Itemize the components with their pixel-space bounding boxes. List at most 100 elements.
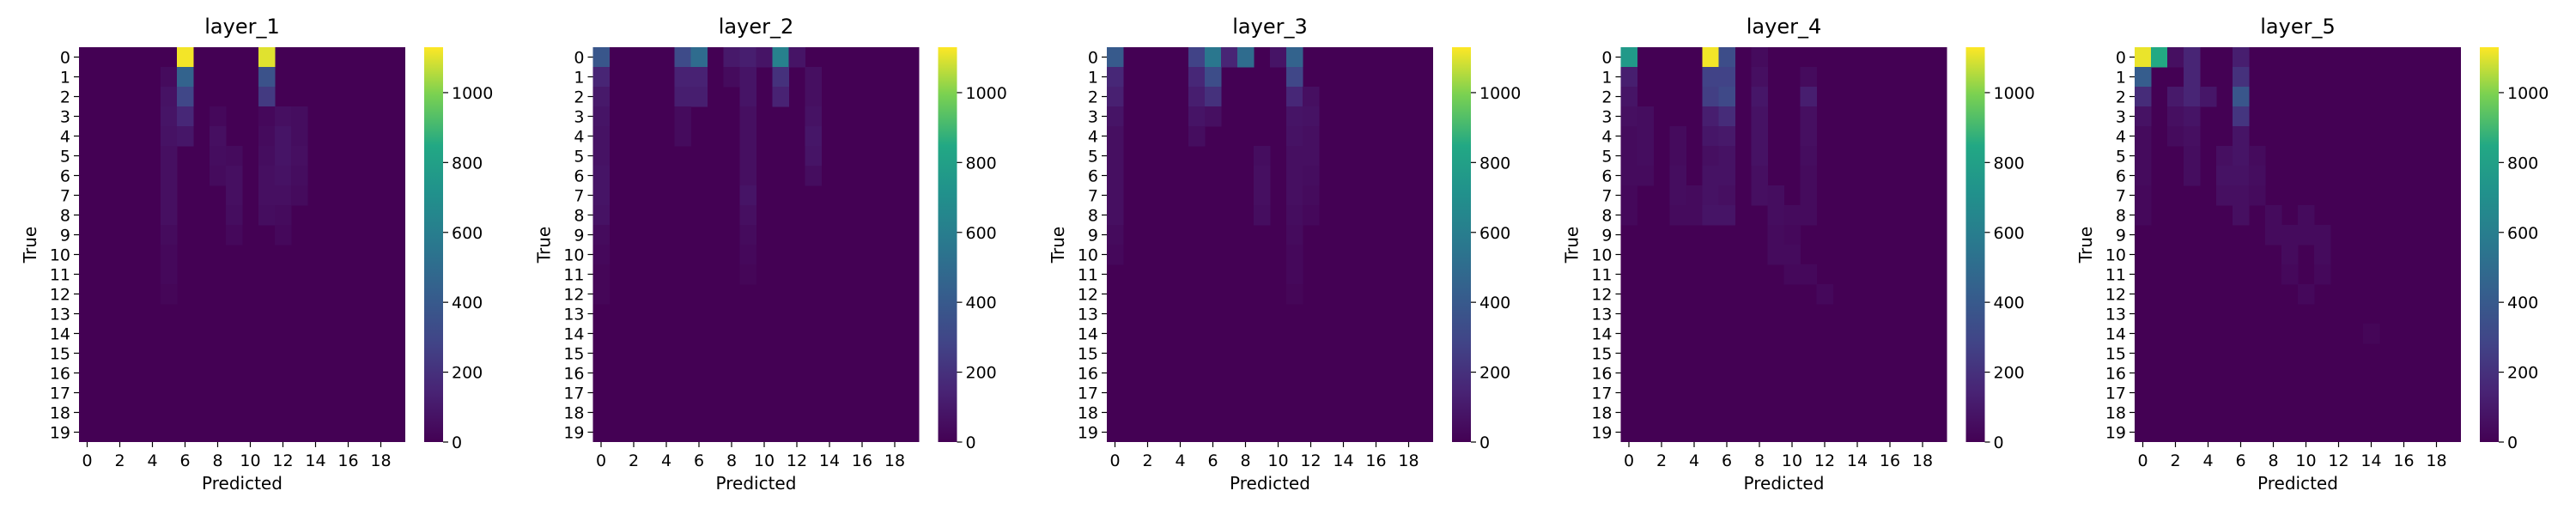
heatmap-cell <box>177 106 194 127</box>
y-tick-label: 3 <box>60 108 70 127</box>
heatmap-cell <box>2281 245 2299 265</box>
y-tick-label: 16 <box>1078 365 1098 384</box>
y-tick-label: 14 <box>2105 325 2126 344</box>
heatmap-cell <box>2249 166 2266 186</box>
x-tick-label: 16 <box>1365 451 1386 470</box>
y-tick-label: 13 <box>563 306 584 324</box>
heatmap-cell <box>1107 47 1124 68</box>
colorbar-tick-label: 200 <box>1994 364 2025 383</box>
heatmap-cell <box>674 67 691 88</box>
colorbar <box>1452 47 1471 442</box>
x-tick-label: 0 <box>1109 451 1120 470</box>
y-tick-label: 11 <box>1591 266 1612 285</box>
heatmap-cell <box>690 47 708 68</box>
heatmap-cell <box>1800 67 1817 88</box>
y-tick-label: 5 <box>1088 148 1098 167</box>
heatmap-cell <box>1303 87 1320 107</box>
heatmap-cell <box>2233 205 2250 226</box>
y-tick-label: 4 <box>60 128 70 147</box>
heatmap-cell <box>275 205 292 226</box>
colorbar-tick-label: 600 <box>2507 224 2538 243</box>
heatmap-cell <box>674 106 691 127</box>
x-tick-label: 0 <box>1624 451 1634 470</box>
heatmap-cell <box>2249 146 2266 167</box>
colorbar-tick-label: 600 <box>1479 224 1510 243</box>
heatmap-cell <box>739 225 756 245</box>
heatmap-cell <box>275 166 292 186</box>
heatmap-cell <box>805 106 822 127</box>
heatmap-cell <box>1620 67 1637 88</box>
heatmap-cell <box>258 67 276 88</box>
heatmap-cell <box>1783 205 1801 226</box>
heatmap-cell <box>2135 185 2152 206</box>
y-tick-label: 11 <box>1078 266 1098 285</box>
x-tick-label: 4 <box>2202 451 2213 470</box>
heatmap-cell <box>2167 106 2184 127</box>
y-tick-label: 13 <box>1591 306 1612 324</box>
y-tick-label: 4 <box>2116 128 2126 147</box>
x-tick-label: 16 <box>852 451 872 470</box>
y-tick-label: 17 <box>50 385 70 403</box>
x-axis-label: Predicted <box>1744 473 1825 494</box>
colorbar-tick-label: 800 <box>1479 154 1510 173</box>
y-tick-label: 16 <box>50 365 70 384</box>
heatmap-cell <box>772 87 789 107</box>
y-tick-label: 0 <box>60 49 70 68</box>
colorbar-tick-label: 600 <box>966 224 997 243</box>
colorbar-tick-label: 400 <box>1479 294 1510 312</box>
y-tick-label: 12 <box>50 286 70 305</box>
heatmap-cell <box>739 67 756 88</box>
heatmap-cell <box>1800 166 1817 186</box>
heatmap-cell <box>2233 185 2250 206</box>
y-tick-label: 7 <box>60 187 70 206</box>
heatmap-cell <box>1637 106 1654 127</box>
heatmap-cell <box>291 146 308 167</box>
heatmap-cell <box>1783 245 1801 265</box>
heatmap-cell <box>2233 67 2250 88</box>
x-axis-label: Predicted <box>2257 473 2338 494</box>
heatmap-cell <box>1286 225 1303 245</box>
y-axis-label: True <box>1048 227 1068 264</box>
heatmap-cell <box>1718 205 1735 226</box>
heatmap-cell <box>1237 47 1255 68</box>
heatmap-cell <box>739 106 756 127</box>
x-tick-label: 12 <box>272 451 293 470</box>
y-tick-label: 7 <box>1601 187 1612 206</box>
heatmap-cell <box>1303 146 1320 167</box>
heatmap-cell <box>258 126 276 147</box>
y-tick-label: 8 <box>60 207 70 226</box>
y-tick-label: 1 <box>60 69 70 88</box>
heatmap-cell <box>1718 185 1735 206</box>
y-tick-label: 10 <box>2105 246 2126 265</box>
y-tick-label: 6 <box>2116 167 2126 186</box>
y-tick-label: 13 <box>50 306 70 324</box>
heatmap-cell <box>1286 166 1303 186</box>
y-axis-label: True <box>2075 227 2096 264</box>
heatmap-cell <box>1783 264 1801 285</box>
y-tick-label: 18 <box>50 404 70 423</box>
heatmap-cell <box>2184 67 2201 88</box>
heatmap-cell <box>2233 166 2250 186</box>
y-tick-label: 19 <box>563 424 584 443</box>
panel-title: layer_4 <box>1747 15 1821 39</box>
heatmap-cell <box>2233 146 2250 167</box>
heatmap-cell <box>739 245 756 265</box>
y-tick-label: 2 <box>1601 88 1612 107</box>
heatmap-cell <box>1686 185 1703 206</box>
heatmap-cell <box>258 166 276 186</box>
heatmap-cell <box>788 47 805 68</box>
y-tick-label: 11 <box>50 266 70 285</box>
heatmap-cell <box>592 146 610 167</box>
heatmap-cell <box>1107 166 1124 186</box>
heatmap-cell <box>1718 126 1735 147</box>
x-tick-label: 6 <box>1722 451 1732 470</box>
heatmap-cell <box>2167 126 2184 147</box>
y-tick-label: 8 <box>574 207 584 226</box>
y-tick-label: 10 <box>1078 246 1098 265</box>
heatmap-cell <box>2314 264 2331 285</box>
x-tick-label: 12 <box>2328 451 2348 470</box>
heatmap-cell <box>2184 106 2201 127</box>
heatmap-cell <box>2135 205 2152 226</box>
y-tick-label: 3 <box>1088 108 1098 127</box>
